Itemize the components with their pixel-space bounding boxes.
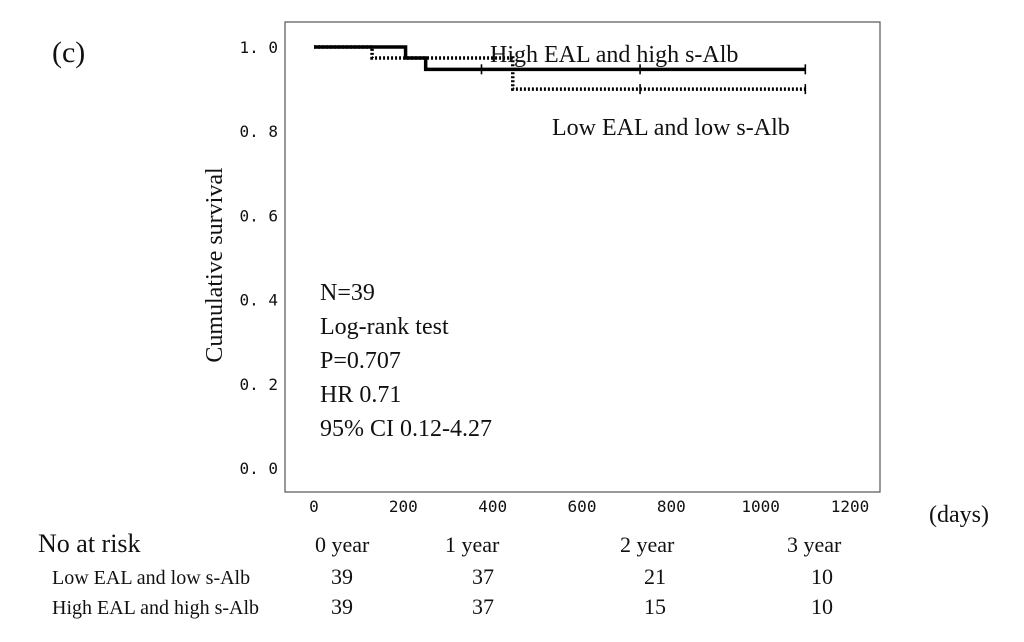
stats-line: 95% CI 0.12-4.27 — [320, 416, 492, 442]
series-label: High EAL and high s-Alb — [490, 42, 738, 68]
risk-row-label: Low EAL and low s-Alb — [52, 567, 250, 589]
risk-col-2: 2 year — [620, 532, 675, 557]
stats-line: N=39 — [320, 280, 375, 306]
stats-line: Log-rank test — [320, 314, 449, 340]
risk-cell: 39 — [331, 594, 353, 619]
series-label: Low EAL and low s-Alb — [552, 115, 790, 141]
y-tick-label: 0. 8 — [239, 122, 278, 141]
survival-curve-high-eal-and-high-s-alb — [314, 45, 806, 72]
risk-col-1: 1 year — [445, 532, 500, 557]
y-tick-label: 0. 2 — [239, 375, 278, 394]
risk-cell: 37 — [472, 564, 494, 589]
x-tick-label: 800 — [657, 497, 686, 516]
risk-col-0: 0 year — [315, 532, 370, 557]
x-tick-label: 400 — [478, 497, 507, 516]
survival-curve-low-eal-and-low-s-alb — [314, 45, 806, 91]
y-axis-label: Cumulative survival — [202, 167, 228, 363]
x-tick-label: 600 — [568, 497, 597, 516]
x-tick-label: 1200 — [831, 497, 870, 516]
panel-label: (c) — [52, 36, 85, 69]
y-tick-label: 0. 6 — [239, 206, 278, 225]
risk-cell: 10 — [811, 594, 833, 619]
plot-frame — [284, 21, 881, 493]
risk-cell: 39 — [331, 564, 353, 589]
x-axis-label: (days) — [929, 502, 989, 528]
risk-cell: 37 — [472, 594, 494, 619]
risk-cell: 10 — [811, 564, 833, 589]
x-tick-label: 0 — [309, 497, 319, 516]
risk-table: No at risk 0 year 1 year 2 year 3 year L… — [38, 529, 842, 619]
x-tick-label: 1000 — [741, 497, 780, 516]
risk-cell: 21 — [644, 564, 666, 589]
risk-col-3: 3 year — [787, 532, 842, 557]
y-tick-label: 0. 0 — [239, 459, 278, 478]
risk-cell: 15 — [644, 594, 666, 619]
y-tick-label: 1. 0 — [239, 38, 278, 57]
y-tick-label: 0. 4 — [239, 291, 278, 310]
x-tick-label: 200 — [389, 497, 418, 516]
stats-line: HR 0.71 — [320, 382, 401, 408]
stats-annotation: N=39 Log-rank test P=0.707 HR 0.71 95% C… — [320, 280, 492, 442]
risk-table-title: No at risk — [38, 529, 141, 558]
stats-line: P=0.707 — [320, 348, 401, 374]
risk-row-label: High EAL and high s-Alb — [52, 597, 259, 619]
